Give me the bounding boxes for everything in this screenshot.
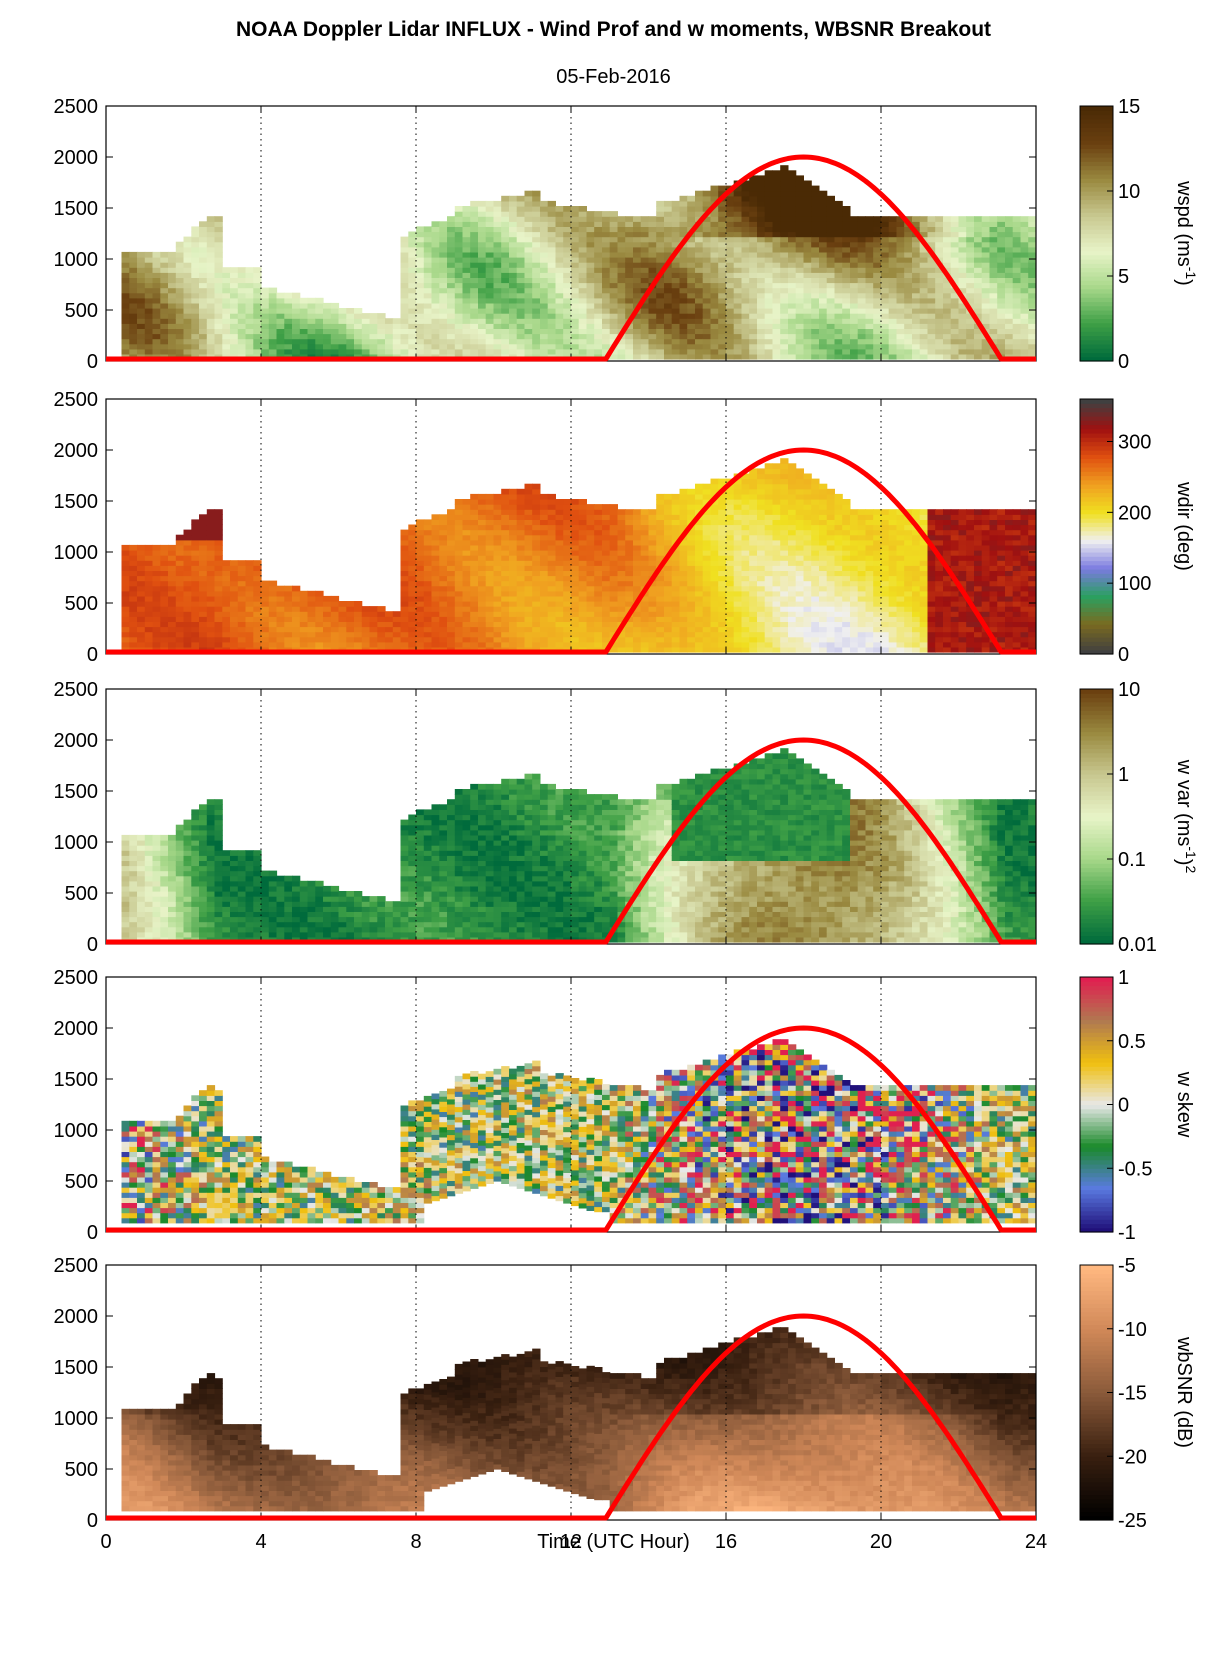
colorbar-label: wspd (ms-1) — [1173, 180, 1199, 286]
y-tick-label: 500 — [65, 593, 98, 615]
colorbar-label: w skew — [1173, 1071, 1195, 1138]
colorbar-tick-label: -10 — [1118, 1319, 1147, 1341]
y-tick-label: 2500 — [54, 96, 99, 118]
colorbar-tick-label: 1 — [1118, 967, 1129, 989]
y-tick-label: 1500 — [54, 198, 99, 220]
colorbar-tick-label: 0 — [1118, 1095, 1129, 1117]
colorbar-tick-label: -1 — [1118, 1222, 1136, 1244]
colorbar-wbSNR: -25 -20 -15 -10 -5 wbSNR (dB) — [1080, 1255, 1195, 1532]
panel-wdir: 0 500 1000 1500 2000 2500 0 100 200 300 wdir (deg) — [54, 389, 1196, 666]
colorbar-tick-label: 0.5 — [1118, 1031, 1146, 1053]
y-tick-label: 2500 — [54, 1255, 99, 1277]
y-tick-label: 500 — [65, 1459, 98, 1481]
y-tick-label: 2000 — [54, 730, 99, 752]
heatmap-cells — [122, 165, 1037, 359]
y-tick-label: 500 — [65, 300, 98, 322]
y-tick-label: 0 — [87, 934, 98, 956]
y-tick-label: 2000 — [54, 147, 99, 169]
y-tick-label: 1500 — [54, 491, 99, 513]
colorbar-tick-label: 0.1 — [1118, 849, 1146, 871]
y-tick-label: 1000 — [54, 542, 99, 564]
colorbar-tick-label: 0 — [1118, 644, 1129, 666]
colorbar-tick-label: 0 — [1118, 351, 1129, 373]
y-tick-label: 1000 — [54, 1120, 99, 1142]
colorbar-tick-label: -25 — [1118, 1510, 1147, 1532]
colorbar-tick-label: 15 — [1118, 96, 1140, 118]
y-tick-label: 500 — [65, 883, 98, 905]
colorbar-tick-label: 300 — [1118, 432, 1151, 454]
y-tick-label: 1000 — [54, 249, 99, 271]
y-tick-label: 1500 — [54, 1069, 99, 1091]
y-tick-label: 0 — [87, 1510, 98, 1532]
heatmap-cells — [122, 458, 1037, 652]
colorbar-tick-label: -15 — [1118, 1383, 1147, 1405]
colorbar-wdir: 0 100 200 300 wdir (deg) — [1080, 399, 1195, 666]
y-tick-label: 0 — [87, 644, 98, 666]
y-tick-label: 1500 — [54, 781, 99, 803]
y-tick-label: 2500 — [54, 967, 99, 989]
colorbar-tick-label: 100 — [1118, 573, 1151, 595]
panel-w-var: 0 500 1000 1500 2000 2500 0.01 0.1 1 10 w var (ms-… — [54, 679, 1200, 956]
colorbar-tick-label: 10 — [1118, 679, 1140, 701]
colorbar-tick-label: -20 — [1118, 1446, 1147, 1468]
colorbar-label: wbSNR (dB) — [1173, 1336, 1195, 1448]
colorbar-tick-label: 200 — [1118, 502, 1151, 524]
colorbar-tick-label: -0.5 — [1118, 1158, 1152, 1180]
y-tick-label: 1000 — [54, 1408, 99, 1430]
colorbar-label: wdir (deg) — [1173, 481, 1195, 571]
heatmap-cells — [122, 1039, 1037, 1223]
colorbar-tick-label: 10 — [1118, 181, 1140, 203]
y-tick-label: 1500 — [54, 1357, 99, 1379]
y-tick-label: 1000 — [54, 832, 99, 854]
colorbar-wspd: 0 5 10 15 wspd (ms-1) — [1080, 96, 1199, 373]
heatmap-cells — [122, 1327, 1037, 1511]
panel-wspd: 0 500 1000 1500 2000 2500 0 5 10 15 wspd (ms-1) — [54, 96, 1200, 373]
y-tick-label: 2000 — [54, 1018, 99, 1040]
y-tick-label: 2000 — [54, 440, 99, 462]
colorbar-tick-label: 5 — [1118, 266, 1129, 288]
colorbar-w-skew: -1 -0.5 0 0.5 1 w skew — [1080, 967, 1195, 1244]
heatmap-cells — [122, 748, 1037, 942]
y-tick-label: 2500 — [54, 679, 99, 701]
colorbar-tick-label: -5 — [1118, 1255, 1136, 1277]
y-tick-label: 0 — [87, 1222, 98, 1244]
y-tick-label: 0 — [87, 351, 98, 373]
y-tick-label: 2000 — [54, 1306, 99, 1328]
x-axis-label: Time (UTC Hour) — [0, 1531, 1227, 1554]
colorbar-w-var: 0.01 0.1 1 10 w var (ms-1)2 — [1080, 679, 1199, 956]
y-tick-label: 2500 — [54, 389, 99, 411]
colorbar-tick-label: 0.01 — [1118, 934, 1157, 956]
colorbar-label: w var (ms-1)2 — [1173, 759, 1199, 874]
colorbar-tick-label: 1 — [1118, 764, 1129, 786]
y-tick-label: 500 — [65, 1171, 98, 1193]
panel-w-skew: 0 500 1000 1500 2000 2500 -1 -0.5 0 0.5 1 w skew — [54, 967, 1196, 1244]
